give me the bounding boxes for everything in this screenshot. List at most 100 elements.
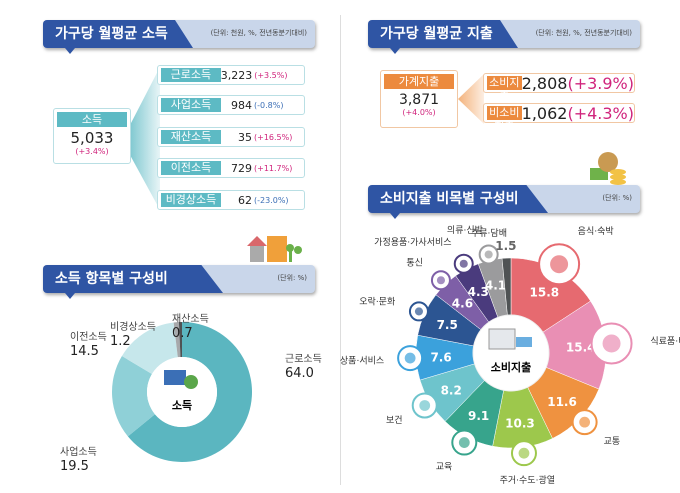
income-row: 비경상소득 62 (-23.0%) [157, 190, 305, 210]
banner-tail [390, 213, 400, 219]
slice-label: 의류·신발 [447, 225, 483, 236]
donut-center [147, 357, 217, 427]
income-row: 재산소득 35 (+16.5%) [157, 127, 305, 147]
slice-value: 9.1 [468, 409, 489, 423]
slice-value: 11.6 [547, 395, 577, 409]
expense-banner: 가구당 월평균 지출 (단위: 천원, %, 전년동분기대비) [368, 20, 640, 48]
laptop-money-icon [164, 370, 186, 385]
slice-value: 0.7 [172, 326, 193, 341]
slice-value: 14.5 [70, 344, 99, 359]
income-label: 이전소득 [161, 161, 221, 175]
income-comp-title: 소득 항목별 구성비 [43, 265, 223, 293]
slice-label: 사업소득 [60, 445, 97, 458]
consumption-comp-unit: (단위: %) [602, 194, 632, 202]
income-row: 사업소득 984 (-0.8%) [157, 95, 305, 115]
pie-center-label: 소비지출 [491, 360, 531, 374]
donut-slice [173, 322, 181, 358]
consumption-pie-chart: 15.8 음식·숙박 15.4 식료품·비주류음료 11.6 교통 10.3 주거·수도·광열… [340, 225, 680, 486]
expense-total-value: 3,871 [398, 92, 440, 108]
divider [340, 15, 341, 485]
banner-tail [390, 48, 400, 54]
income-value: 729 [231, 161, 252, 175]
income-banner: 가구당 월평균 소득 (단위: 천원, %, 전년동분기대비) [43, 20, 315, 48]
slice-value: 4.3 [468, 285, 489, 299]
expense-total-change: (+4.0%) [402, 108, 436, 117]
expense-title: 가구당 월평균 지출 [368, 20, 518, 48]
donut-center-label: 소득 [172, 399, 192, 412]
income-label: 사업소득 [161, 98, 221, 112]
income-connector [130, 67, 160, 210]
income-change: (+3.5%) [254, 70, 288, 80]
income-label: 근로소득 [161, 68, 221, 82]
income-total-change: (+3.4%) [75, 147, 109, 156]
income-row: 이전소득 729 (+11.7%) [157, 158, 305, 178]
slice-label: 통신 [406, 258, 423, 269]
expense-label: 비소비지출 [487, 106, 522, 133]
slice-label: 교육 [436, 462, 453, 473]
expense-connector [458, 74, 484, 124]
expense-change: (+4.3%) [567, 103, 634, 123]
expense-value: 2,808 [521, 73, 568, 93]
donut-slice [127, 322, 253, 462]
houses-icon [247, 236, 302, 262]
slice-label: 음식·숙박 [578, 226, 614, 237]
donut-slice [112, 356, 155, 437]
income-change: (+16.5%) [254, 132, 293, 142]
pie-center [472, 314, 550, 392]
slice-label: 재산소득 [172, 313, 209, 325]
slice-label: 교통 [604, 436, 621, 447]
expense-change: (+3.9%) [567, 73, 634, 93]
income-label: 비경상소득 [161, 193, 221, 207]
slice-value: 7.6 [430, 351, 451, 365]
slice-value: 7.5 [437, 318, 458, 332]
income-total-value: 5,033 [70, 129, 114, 147]
expense-row: 소비지출 2,808 (+3.9%) [483, 73, 635, 103]
slice-label: 이전소득 [70, 331, 107, 343]
slice-value: 8.2 [441, 383, 462, 397]
donut-slice [178, 322, 182, 358]
income-comp-banner: 소득 항목별 구성비 (단위: %) [43, 265, 315, 293]
income-unit: (단위: 천원, %, 전년동분기대비) [210, 29, 307, 37]
consumption-comp-title: 소비지출 비목별 구성비 [368, 185, 548, 213]
slice-value: 15.4 [566, 340, 596, 354]
money-bag-icon [590, 152, 626, 185]
income-label: 재산소득 [161, 130, 221, 144]
slice-label: 근로소득 [285, 353, 322, 365]
income-change: (-23.0%) [254, 195, 289, 205]
income-value: 62 [238, 193, 252, 207]
consumption-comp-banner: 소비지출 비목별 구성비 (단위: %) [368, 185, 640, 213]
slice-label: 기타상품·서비스 [340, 355, 384, 366]
income-value: 984 [231, 98, 252, 112]
donut-slice [121, 322, 178, 375]
slice-label: 오락·문화 [359, 296, 395, 308]
expense-value: 1,062 [521, 103, 568, 123]
slice-label: 비경상소득 [110, 320, 156, 333]
slice-label: 가정용품·가사서비스 [374, 237, 451, 248]
expense-unit: (단위: 천원, %, 전년동분기대비) [535, 29, 632, 37]
income-value: 35 [238, 130, 252, 144]
expense-row: 비소비지출 1,062 (+4.3%) [483, 103, 635, 133]
income-comp-unit: (단위: %) [277, 274, 307, 282]
slice-value: 4.1 [485, 279, 506, 293]
slice-value: 64.0 [285, 366, 314, 381]
receipt-card-icon [488, 328, 516, 350]
slice-value: 4.6 [452, 297, 473, 311]
income-total-box: 소득 5,033 (+3.4%) [53, 108, 131, 164]
slice-label: 주거·수도·광열 [500, 474, 555, 486]
slice-label: 보건 [386, 415, 403, 426]
banner-tail [65, 293, 75, 299]
slice-value: 1.2 [110, 334, 131, 349]
slice-value: 15.8 [530, 285, 560, 299]
slice-value: 1.5 [495, 239, 516, 253]
slice-label: 주류·담배 [471, 227, 507, 239]
slice-label: 식료품·비주류음료 [650, 336, 680, 347]
income-title: 가구당 월평균 소득 [43, 20, 193, 48]
banner-tail [65, 48, 75, 54]
income-row: 근로소득 3,223 (+3.5%) [157, 65, 305, 85]
expense-total-box: 가계지출 3,871 (+4.0%) [380, 70, 458, 128]
slice-value: 10.3 [505, 416, 535, 430]
income-total-label: 소득 [57, 112, 127, 127]
expense-label: 소비지출 [487, 76, 522, 103]
income-change: (+11.7%) [254, 163, 293, 173]
